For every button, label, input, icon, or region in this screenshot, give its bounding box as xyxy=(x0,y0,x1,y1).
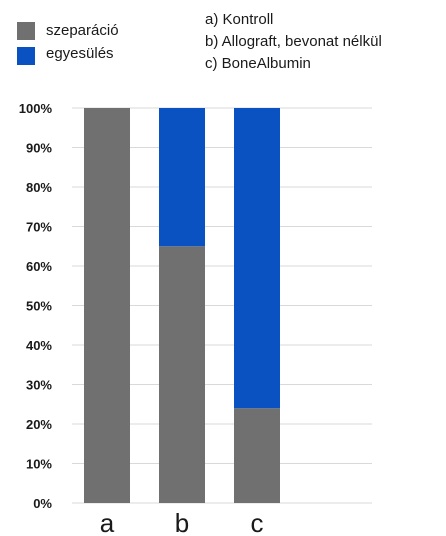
y-tick-label: 30% xyxy=(26,378,52,393)
note-b: b) Allograft, bevonat nélkül xyxy=(205,33,382,50)
y-tick-label: 80% xyxy=(26,180,52,195)
legend-swatch-szeparacio xyxy=(17,22,35,40)
bar-c-series-1 xyxy=(234,408,280,503)
category-label-c: c xyxy=(251,508,264,536)
y-axis-tick-labels: 0% 10% 20% 30% 40% 50% 60% 70% 80% 90% 100% xyxy=(19,101,53,511)
y-tick-label: 40% xyxy=(26,338,52,353)
y-tick-label: 20% xyxy=(26,417,52,432)
y-tick-label: 90% xyxy=(26,141,52,156)
bar-b-series-1 xyxy=(159,246,205,503)
y-tick-label: 70% xyxy=(26,220,52,235)
legend-label-szeparacio: szeparáció xyxy=(46,22,119,39)
category-label-a: a xyxy=(100,508,115,536)
bar-b-series-2 xyxy=(159,108,205,247)
y-tick-label: 10% xyxy=(26,457,52,472)
note-c: c) BoneAlbumin xyxy=(205,55,311,72)
bar-a-series-1 xyxy=(84,108,130,503)
y-tick-label: 60% xyxy=(26,259,52,274)
legend: szeparáció egyesülés xyxy=(17,22,119,65)
note-a: a) Kontroll xyxy=(205,11,273,28)
bars xyxy=(84,108,280,503)
category-label-b: b xyxy=(175,508,189,536)
y-tick-label: 50% xyxy=(26,299,52,314)
legend-label-egyesules: egyesülés xyxy=(46,45,114,62)
bar-c-series-2 xyxy=(234,108,280,409)
y-tick-label: 0% xyxy=(33,496,52,511)
x-axis-category-labels: a b c xyxy=(100,508,264,536)
y-tick-label: 100% xyxy=(19,101,53,116)
group-notes: a) Kontroll b) Allograft, bevonat nélkül… xyxy=(205,11,382,72)
legend-swatch-egyesules xyxy=(17,47,35,65)
